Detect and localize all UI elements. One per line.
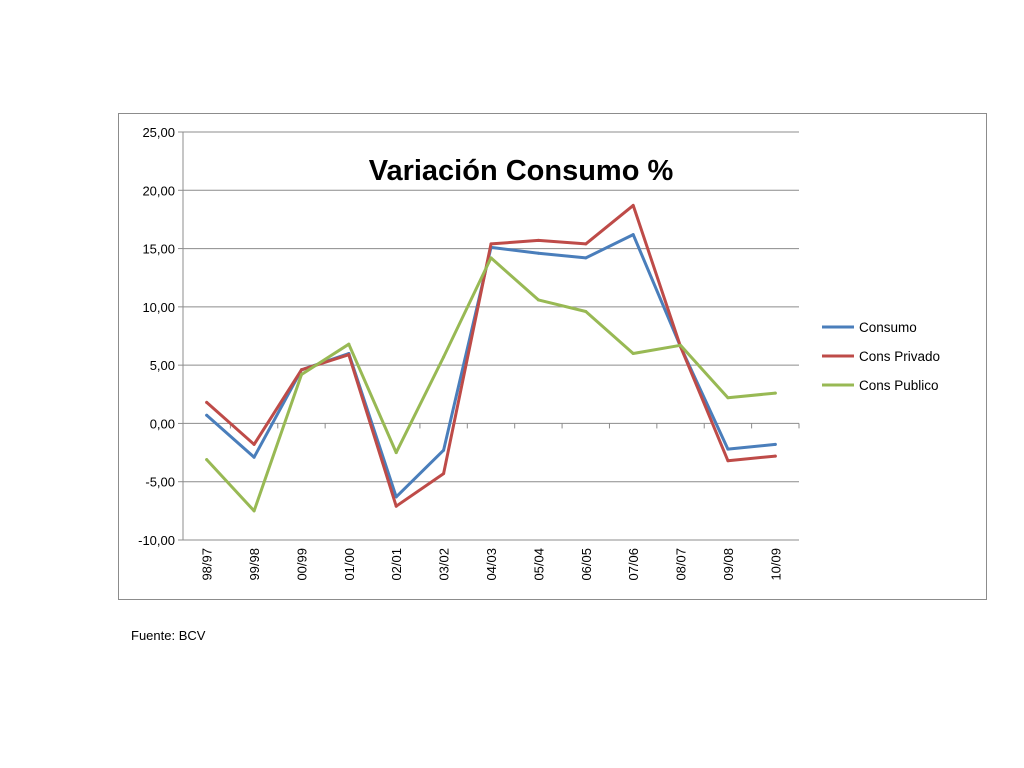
series-point-0 <box>394 495 398 499</box>
series-point-1 <box>631 203 635 207</box>
series-point-0 <box>205 413 209 417</box>
y-tick-label: -5,00 <box>145 475 175 490</box>
x-tick-label: 07/06 <box>626 548 641 581</box>
y-tick-label: 0,00 <box>150 416 175 431</box>
x-tick-label: 00/99 <box>294 548 309 581</box>
series-point-2 <box>394 451 398 455</box>
series-point-0 <box>631 233 635 237</box>
series-point-2 <box>631 351 635 355</box>
y-tick-label: 20,00 <box>142 183 175 198</box>
x-tick-label: 05/04 <box>531 548 546 581</box>
series-point-2 <box>679 343 683 347</box>
y-tick-label: 5,00 <box>150 358 175 373</box>
y-tick-label: -10,00 <box>138 533 175 548</box>
series-point-2 <box>489 256 493 260</box>
series-point-0 <box>726 447 730 451</box>
series-point-0 <box>773 442 777 446</box>
source-note: Fuente: BCV <box>131 628 206 643</box>
y-tick-label: 25,00 <box>142 125 175 140</box>
x-tick-label: 08/07 <box>674 548 689 581</box>
series-point-0 <box>536 251 540 255</box>
y-tick-label: 15,00 <box>142 242 175 257</box>
series-point-2 <box>726 396 730 400</box>
series-point-1 <box>252 442 256 446</box>
x-tick-label: 09/08 <box>721 548 736 581</box>
series-point-1 <box>394 504 398 508</box>
x-tick-label: 01/00 <box>342 548 357 581</box>
line-chart: 25,00 20,00 15,00 10,00 5,00 0,00 -5,00 -10,00 9… <box>138 125 940 581</box>
series-point-1 <box>347 353 351 357</box>
x-tick-label: 04/03 <box>484 548 499 581</box>
series-point-2 <box>442 355 446 359</box>
chart-title: Variación Consumo % <box>369 155 674 187</box>
x-tick-label: 06/05 <box>579 548 594 581</box>
chart-frame: 25,00 20,00 15,00 10,00 5,00 0,00 -5,00 -10,00 9… <box>118 113 987 600</box>
series-point-1 <box>299 368 303 372</box>
series-point-1 <box>536 238 540 242</box>
series-point-0 <box>252 455 256 459</box>
series-point-1 <box>489 242 493 246</box>
series-point-1 <box>205 400 209 404</box>
series-point-2 <box>536 298 540 302</box>
series-point-2 <box>205 458 209 462</box>
x-tick-label: 03/02 <box>437 548 452 581</box>
legend-label: Cons Publico <box>859 378 939 393</box>
series-point-2 <box>347 342 351 346</box>
series-point-2 <box>299 372 303 376</box>
x-tick-label: 10/09 <box>768 548 783 581</box>
series-point-1 <box>442 472 446 476</box>
series-point-0 <box>584 256 588 260</box>
series-point-2 <box>773 391 777 395</box>
x-tick-label: 02/01 <box>389 548 404 581</box>
legend-label: Cons Privado <box>859 349 940 364</box>
series-point-2 <box>584 310 588 314</box>
series-point-2 <box>252 509 256 513</box>
series-point-1 <box>726 459 730 463</box>
x-tick-label: 98/97 <box>200 548 215 581</box>
series-point-1 <box>584 242 588 246</box>
series-point-1 <box>773 454 777 458</box>
y-tick-label: 10,00 <box>142 300 175 315</box>
series-point-0 <box>442 448 446 452</box>
x-tick-label: 99/98 <box>247 548 262 581</box>
legend-label: Consumo <box>859 320 917 335</box>
